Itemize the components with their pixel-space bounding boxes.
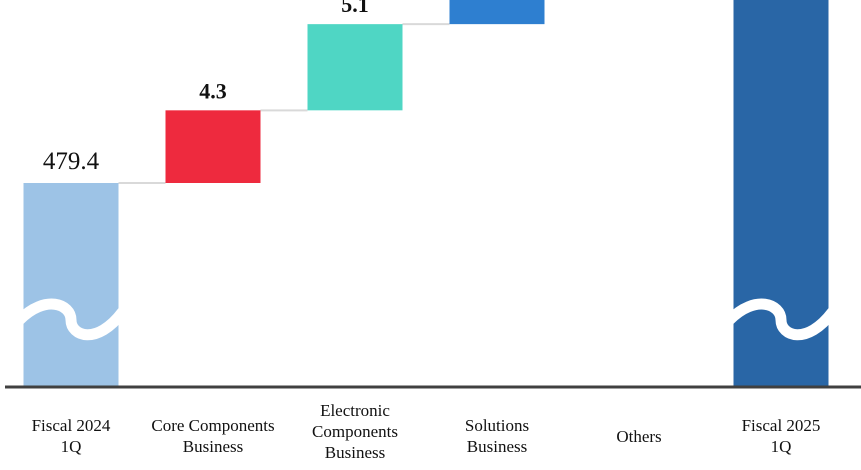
data-label: 5.1: [341, 0, 369, 17]
data-label: 4.3: [199, 78, 227, 103]
data-label: 479.4: [43, 148, 100, 175]
x-tick-label: Others: [616, 427, 662, 446]
delta-bar: [449, 0, 545, 25]
delta-bar: [165, 110, 261, 183]
x-tick-label: Fiscal 2025 1Q: [741, 416, 821, 456]
x-tick-label: Electronic Components Business: [312, 401, 398, 462]
delta-bar: [307, 24, 403, 111]
x-tick-label: Solutions Business: [464, 416, 530, 456]
total-bar: [23, 183, 119, 386]
x-tick-label: Core Components Business: [151, 416, 275, 456]
axis-break-wave: [14, 298, 128, 341]
axis-break-wave: [724, 298, 838, 341]
x-tick-label: Fiscal 2024 1Q: [31, 416, 111, 456]
